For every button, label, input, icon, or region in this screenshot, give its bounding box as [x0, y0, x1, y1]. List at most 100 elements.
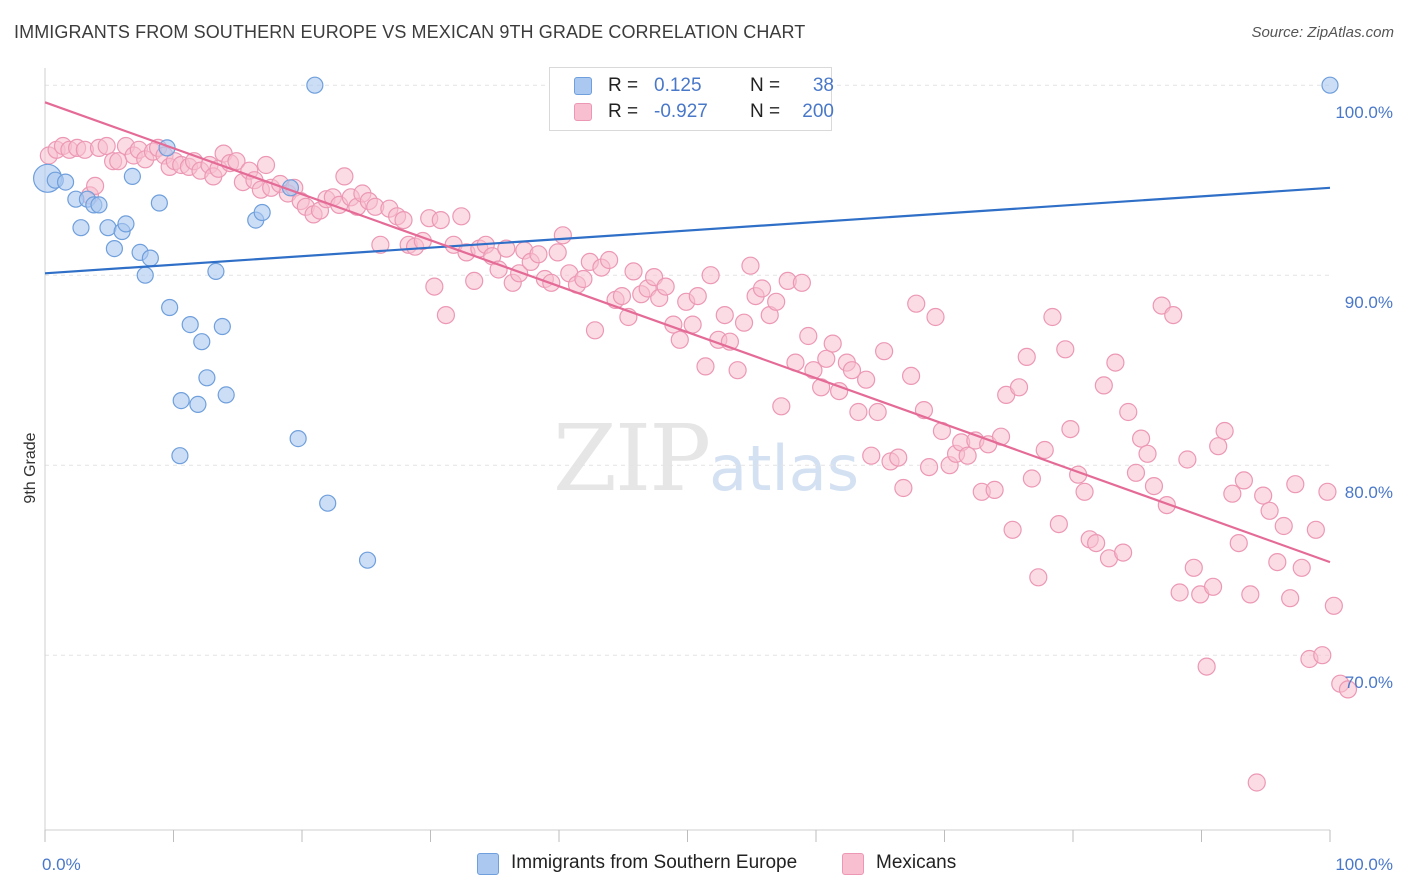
chart-title: IMMIGRANTS FROM SOUTHERN EUROPE VS MEXIC…: [14, 22, 806, 42]
data-point-mexicans: [497, 239, 516, 258]
data-point-southern-europe: [99, 219, 117, 237]
data-point-mexicans: [772, 397, 791, 416]
data-point-mexicans: [1274, 516, 1293, 536]
data-point-mexicans: [600, 250, 619, 270]
legend-r-value: -0.927: [654, 101, 708, 122]
data-point-mexicans: [958, 446, 977, 465]
legend-r-value: 0.125: [654, 75, 702, 96]
data-point-mexicans: [767, 292, 786, 311]
data-point-mexicans: [919, 458, 939, 477]
data-point-mexicans: [875, 342, 894, 361]
data-point-southern-europe: [1321, 76, 1339, 94]
data-point-mexicans: [868, 402, 887, 422]
data-point-mexicans: [97, 136, 116, 156]
legend-r-label: R =: [608, 101, 639, 122]
data-point-southern-europe: [105, 240, 123, 258]
data-point-mexicans: [670, 330, 689, 349]
data-point-mexicans: [804, 361, 823, 380]
data-point-mexicans: [799, 326, 818, 346]
data-point-southern-europe: [150, 194, 168, 212]
data-point-mexicans: [1119, 402, 1138, 422]
data-point-mexicans: [1035, 440, 1054, 460]
legend-swatch-pink: [842, 853, 864, 875]
data-point-mexicans: [1144, 477, 1164, 496]
data-point-mexicans: [1043, 307, 1062, 327]
data-point-mexicans: [926, 307, 945, 327]
x-tick-label: 100.0%: [1335, 855, 1393, 874]
data-point-mexicans: [715, 306, 734, 325]
data-point-mexicans: [1138, 444, 1157, 463]
legend-swatch-blue: [574, 77, 592, 95]
data-point-mexicans: [1286, 475, 1305, 494]
x-tick-label: 0.0%: [42, 855, 81, 874]
data-point-mexicans: [1203, 577, 1223, 596]
data-point-mexicans: [109, 152, 128, 171]
data-point-mexicans: [792, 273, 811, 292]
legend-n-value: 200: [802, 101, 834, 122]
data-point-mexicans: [1029, 568, 1048, 587]
data-point-mexicans: [1132, 429, 1151, 448]
data-point-southern-europe: [141, 249, 159, 267]
data-point-mexicans: [436, 306, 456, 325]
data-point-mexicans: [1260, 501, 1279, 520]
data-point-mexicans: [688, 287, 707, 306]
watermark: ZIPatlas: [553, 405, 859, 512]
data-point-southern-europe: [289, 430, 307, 448]
data-point-mexicans: [752, 279, 772, 298]
trend-line-mexicans: [44, 101, 1331, 564]
data-point-southern-europe: [161, 298, 179, 317]
data-point-southern-europe: [319, 494, 337, 512]
data-point-southern-europe: [171, 447, 189, 465]
data-point-mexicans: [1215, 421, 1234, 441]
legend-item-label: Mexicans: [876, 852, 957, 873]
data-point-mexicans: [394, 211, 413, 230]
data-point-mexicans: [574, 269, 593, 289]
data-point-mexicans: [812, 378, 831, 397]
correlation-legend: R = 0.125 N = 38 R = -0.927 N = 200: [549, 67, 834, 131]
legend-n-label: N =: [750, 101, 781, 122]
legend-swatch-blue: [477, 853, 499, 875]
data-point-mexicans: [1106, 353, 1125, 372]
data-point-mexicans: [548, 243, 567, 262]
data-point-mexicans: [1229, 533, 1248, 553]
data-point-mexicans: [901, 366, 921, 385]
data-point-mexicans: [907, 294, 926, 313]
tick-labels: 100.0% 90.0% 80.0% 70.0% 0.0% 100.0%: [42, 103, 1393, 874]
data-point-mexicans: [1306, 520, 1325, 539]
data-point-mexicans: [741, 256, 760, 275]
data-point-southern-europe: [193, 333, 211, 351]
data-point-mexicans: [1268, 552, 1287, 572]
data-point-southern-europe: [136, 266, 154, 284]
data-point-mexicans: [1009, 378, 1029, 397]
watermark-zip: ZIP: [553, 405, 711, 512]
data-point-mexicans: [529, 245, 548, 264]
data-point-mexicans: [371, 235, 390, 254]
data-point-mexicans: [1197, 657, 1216, 676]
data-point-southern-europe: [72, 219, 90, 237]
legend-item-label: Immigrants from Southern Europe: [511, 852, 798, 873]
data-point-southern-europe: [172, 392, 190, 410]
data-point-mexicans: [1324, 596, 1343, 615]
data-point-mexicans: [1022, 469, 1041, 488]
data-point-mexicans: [1075, 482, 1094, 501]
y-tick-label: 80.0%: [1345, 483, 1393, 502]
data-point-mexicans: [452, 207, 471, 226]
data-point-mexicans: [1254, 486, 1273, 505]
data-point-mexicans: [683, 315, 702, 334]
data-point-mexicans: [857, 370, 876, 389]
data-point-mexicans: [624, 262, 643, 281]
data-point-mexicans: [1056, 340, 1075, 359]
data-point-mexicans: [1170, 583, 1189, 602]
data-point-mexicans: [1094, 376, 1113, 395]
data-point-mexicans: [1178, 450, 1197, 469]
mexicans-points: [39, 136, 1358, 792]
data-point-mexicans: [1338, 680, 1358, 699]
data-point-southern-europe: [217, 386, 235, 404]
data-point-mexicans: [1126, 463, 1146, 482]
y-axis-label: 9th Grade: [22, 432, 39, 503]
data-point-mexicans: [256, 155, 276, 175]
trend-line-southern-europe: [44, 186, 1331, 275]
data-point-southern-europe: [123, 167, 141, 185]
data-point-mexicans: [1087, 533, 1106, 553]
